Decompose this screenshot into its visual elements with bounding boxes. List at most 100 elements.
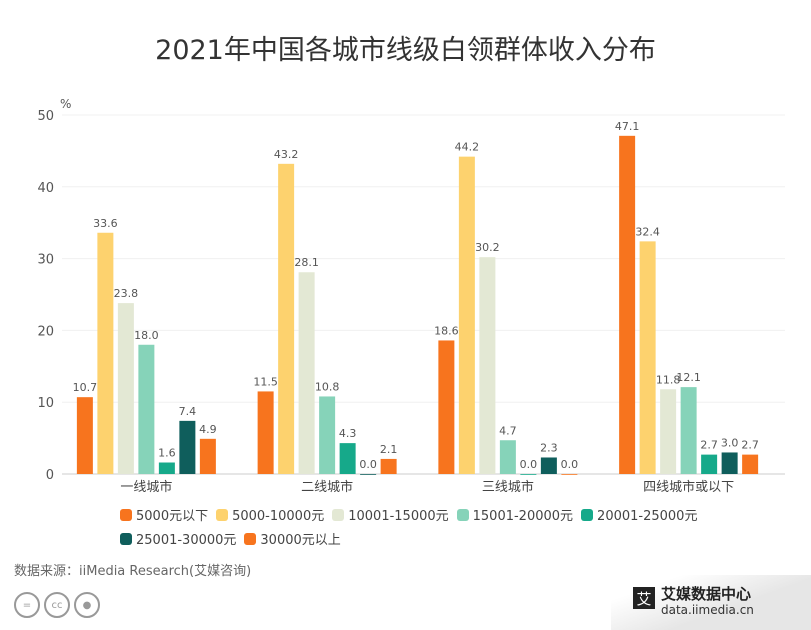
- legend-swatch: [332, 508, 345, 521]
- data-label: 1.6: [158, 447, 176, 460]
- y-tick-label: 50: [37, 109, 54, 124]
- bar: [97, 232, 114, 474]
- bar: [701, 454, 718, 474]
- legend-item: 15001-20000元: [456, 505, 574, 524]
- bar: [179, 420, 196, 474]
- bar: [298, 272, 315, 474]
- bar: [721, 452, 738, 474]
- data-label: 11.5: [253, 375, 278, 388]
- legend-item: 5000-10000元: [216, 505, 324, 524]
- bar: [458, 156, 475, 475]
- data-label: 3.0: [721, 436, 739, 449]
- x-tick-label: 三线城市: [482, 479, 534, 495]
- logo-url: data.iimedia.cn: [661, 603, 754, 617]
- data-label: 47.1: [615, 120, 640, 133]
- data-label: 0.0: [561, 458, 579, 471]
- bar: [360, 474, 377, 475]
- data-label: 4.3: [339, 427, 357, 440]
- data-label: 11.8: [656, 373, 681, 386]
- data-label: 2.7: [700, 439, 718, 452]
- data-label: 2.1: [380, 443, 398, 456]
- bar: [660, 389, 677, 474]
- logo-name: 艾媒数据中心: [661, 585, 752, 603]
- bar: [619, 135, 636, 474]
- legend-item: 20001-25000元: [581, 505, 697, 524]
- legend-label: 5000-10000元: [232, 509, 325, 524]
- y-axis-unit: %: [60, 97, 71, 111]
- bar: [438, 340, 455, 474]
- data-label: 32.4: [635, 225, 660, 238]
- y-tick-label: 40: [37, 181, 54, 196]
- data-label: 18.6: [434, 324, 459, 337]
- data-label: 7.4: [179, 405, 197, 418]
- legend-label: 15001-20000元: [472, 509, 574, 524]
- bar: [117, 303, 134, 474]
- data-label: 43.2: [274, 148, 299, 161]
- legend-item: 25001-30000元: [120, 529, 236, 548]
- bar: [339, 443, 356, 474]
- bar-chart: 01020304050%一线城市10.733.623.818.01.67.44.…: [37, 97, 785, 495]
- no-derivatives-icon: =: [14, 592, 40, 618]
- legend-label: 30000元以上: [260, 533, 341, 548]
- bar: [680, 387, 697, 474]
- y-tick-label: 30: [37, 253, 54, 268]
- legend-swatch: [216, 508, 229, 521]
- data-label: 23.8: [114, 287, 139, 300]
- attribution-icon: ●: [74, 592, 100, 618]
- bar: [742, 454, 759, 474]
- data-label: 12.1: [676, 371, 701, 384]
- data-label: 4.9: [199, 423, 217, 436]
- y-tick-label: 10: [37, 396, 54, 411]
- legend-label: 20001-25000元: [597, 509, 698, 524]
- data-label: 10.7: [73, 381, 98, 394]
- data-label: 28.1: [294, 256, 319, 269]
- data-label: 18.0: [134, 329, 159, 342]
- legend-item: 5000元以下: [120, 505, 208, 524]
- y-tick-label: 0: [46, 468, 54, 483]
- bar: [138, 344, 155, 474]
- legend: 5000元以下 5000-10000元 10001-15000元 15001-2000…: [120, 505, 720, 553]
- data-label: 10.8: [315, 380, 340, 393]
- legend-swatch: [120, 508, 132, 521]
- data-label: 2.3: [540, 441, 558, 454]
- data-label: 4.7: [499, 424, 517, 437]
- bar: [380, 458, 397, 474]
- x-tick-label: 一线城市: [120, 479, 172, 495]
- bar: [561, 474, 578, 475]
- legend-swatch: [120, 532, 132, 545]
- data-label: 33.6: [93, 217, 118, 230]
- legend-label: 10001-15000元: [348, 509, 449, 524]
- bar: [520, 474, 537, 475]
- license-icons: = cc ●: [14, 592, 100, 618]
- x-tick-label: 四线城市或以下: [643, 479, 734, 495]
- legend-swatch: [581, 508, 594, 521]
- bar: [278, 163, 295, 474]
- x-tick-label: 二线城市: [301, 479, 353, 495]
- data-label: 44.2: [455, 141, 480, 154]
- data-label: 30.2: [475, 241, 500, 254]
- legend-swatch: [244, 532, 257, 545]
- data-label: 2.7: [741, 439, 759, 452]
- y-tick-label: 20: [37, 324, 54, 339]
- data-label: 0.0: [520, 458, 538, 471]
- legend-label: 25001-30000元: [136, 533, 237, 548]
- bar: [499, 440, 516, 474]
- legend-label: 5000元以下: [136, 509, 209, 524]
- logo-mark: 艾: [633, 587, 655, 609]
- bar: [540, 457, 557, 474]
- bar: [479, 257, 496, 474]
- source-note: 数据来源：iiMedia Research(艾媒咨询): [14, 564, 252, 579]
- legend-swatch: [456, 508, 469, 521]
- creative-commons-icon: cc: [44, 592, 70, 618]
- bar: [158, 462, 175, 474]
- legend-item: 10001-15000元: [332, 505, 449, 524]
- logo: 艾 艾媒数据中心 data.iimedia.cn: [611, 575, 811, 630]
- bar: [76, 397, 93, 474]
- legend-item: 30000元以上: [244, 529, 341, 548]
- bar: [257, 391, 274, 474]
- bar: [199, 438, 216, 474]
- data-label: 0.0: [359, 458, 377, 471]
- chart-title: 2021年中国各城市线级白领群体收入分布: [155, 35, 656, 66]
- bar: [319, 396, 336, 474]
